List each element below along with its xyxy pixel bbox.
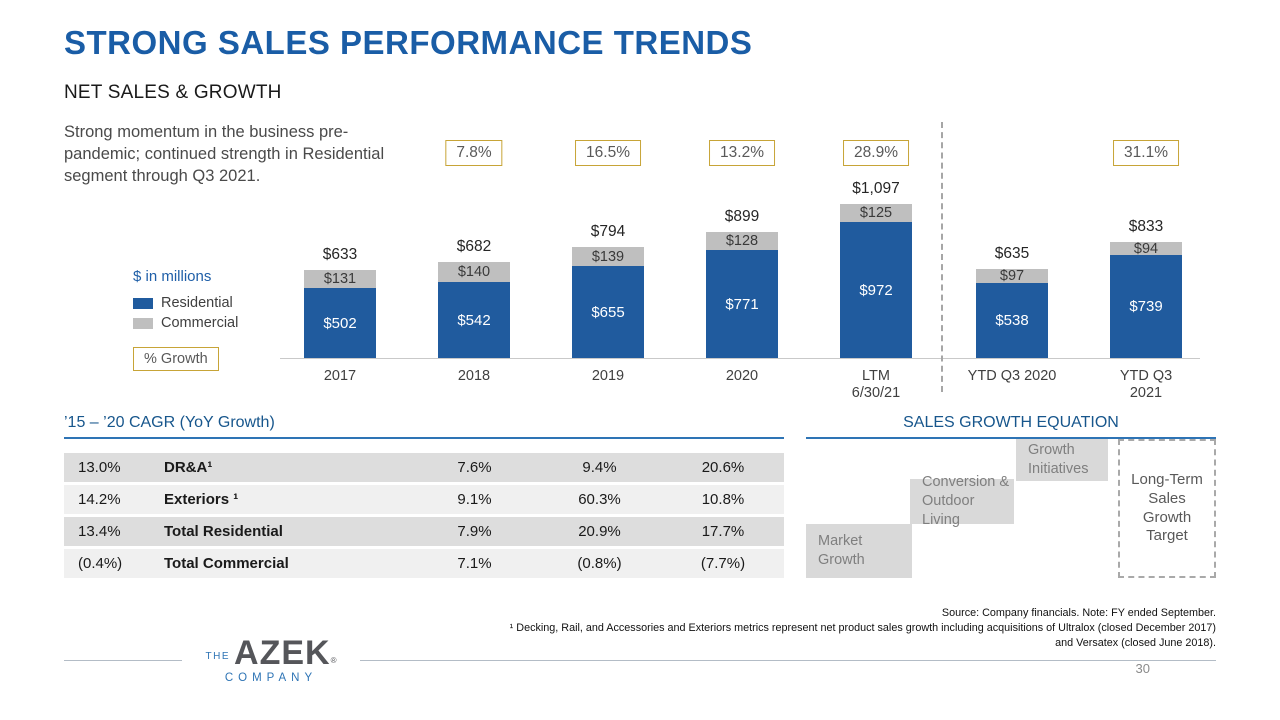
- growth-equation-heading: SALES GROWTH EQUATION: [903, 414, 1119, 431]
- bar-commercial-segment: $131: [304, 270, 376, 288]
- growth-step-box: Market Growth: [806, 524, 912, 578]
- cagr-heading-rule: [64, 437, 784, 439]
- legend-item-commercial: Commercial: [133, 313, 283, 333]
- bar-commercial-segment: $128: [706, 232, 778, 250]
- bar-total-label: $682: [456, 238, 492, 255]
- axis-category-label: YTD Q3 2021: [1119, 368, 1173, 402]
- growth-percent-badge: 7.8%: [445, 140, 503, 166]
- bar-total-label: $1,097: [852, 180, 900, 197]
- bar-total-label: $833: [1128, 218, 1164, 235]
- residential-swatch: [133, 297, 153, 309]
- bar-total-label: $794: [590, 223, 626, 240]
- bar-total-label: $635: [994, 245, 1030, 262]
- bar-commercial-segment: $94: [1110, 241, 1182, 257]
- growth-percent-badge: 16.5%: [575, 140, 641, 166]
- legend-label-residential: Residential: [161, 295, 233, 311]
- growth-value-cell: 20.6%: [701, 459, 745, 476]
- bar-residential-segment: $972: [840, 222, 912, 358]
- growth-percent-badge: 28.9%: [843, 140, 909, 166]
- segment-label-cell: Exteriors ¹: [164, 491, 239, 508]
- segment-label-cell: DR&A¹: [164, 459, 213, 476]
- footer-divider: [64, 660, 1216, 661]
- growth-value-cell: 7.6%: [457, 459, 492, 476]
- cagr-value-cell: (0.4%): [78, 555, 123, 572]
- chart-baseline: [280, 358, 1200, 359]
- growth-value-cell: 17.7%: [701, 523, 745, 540]
- cagr-table-row: 14.2% Exteriors ¹ 9.1% 60.3% 10.8%: [64, 485, 784, 514]
- azek-company-logo: THE AZEK ® COMPANY: [182, 634, 360, 688]
- source-note: Source: Company financials. Note: FY end…: [941, 607, 1216, 619]
- logo-the-text: THE: [205, 651, 231, 662]
- growth-value-cell: 9.1%: [457, 491, 492, 508]
- cagr-value-cell: 13.0%: [78, 459, 121, 476]
- logo-company-text: COMPANY: [224, 672, 318, 684]
- cagr-table-row: 13.4% Total Residential 7.9% 20.9% 17.7%: [64, 517, 784, 546]
- growth-percent-badge: 31.1%: [1113, 140, 1179, 166]
- growth-legend-box: % Growth: [133, 347, 219, 371]
- logo-azek-text: AZEK: [234, 634, 331, 672]
- cagr-value-cell: 14.2%: [78, 491, 121, 508]
- ltm-ytd-dashed-divider: [941, 122, 943, 392]
- growth-value-cell: (0.8%): [577, 555, 622, 572]
- growth-value-cell: 60.3%: [578, 491, 621, 508]
- bar-commercial-segment: $140: [438, 262, 510, 282]
- bar-residential-segment: $538: [976, 283, 1048, 358]
- growth-value-cell: 7.9%: [457, 523, 492, 540]
- growth-step-box: Growth Initiatives: [1016, 439, 1108, 481]
- bar-total-label: $633: [322, 246, 358, 263]
- bar-residential-segment: $771: [706, 250, 778, 358]
- axis-category-label: LTM 6/30/21: [851, 368, 901, 402]
- bar-residential-segment: $502: [304, 288, 376, 358]
- growth-value-cell: 10.8%: [701, 491, 745, 508]
- segment-label-cell: Total Residential: [164, 523, 283, 540]
- bar-residential-segment: $739: [1110, 255, 1182, 358]
- commentary-text: Strong momentum in the business pre- pan…: [64, 123, 385, 185]
- growth-equation-rule: [806, 437, 1216, 439]
- units-label: $ in millions: [133, 268, 212, 285]
- chart-legend: $ in millions Residential Commercial % G…: [133, 268, 283, 371]
- growth-value-cell: 20.9%: [578, 523, 621, 540]
- cagr-table-row: (0.4%) Total Commercial 7.1% (0.8%) (7.7%): [64, 549, 784, 578]
- bar-residential-segment: $655: [572, 266, 644, 358]
- growth-step-box: Conversion & Outdoor Living: [910, 474, 1014, 528]
- growth-value-cell: (7.7%): [700, 555, 746, 572]
- bar-residential-segment: $542: [438, 282, 510, 358]
- footnote-1: ¹ Decking, Rail, and Accessories and Ext…: [509, 622, 1216, 650]
- axis-category-label: 2017: [323, 368, 357, 384]
- cagr-table-heading: ’15 – ’20 CAGR (YoY Growth): [64, 414, 275, 431]
- cagr-table-row: 13.0% DR&A¹ 7.6% 9.4% 20.6%: [64, 453, 784, 482]
- bar-commercial-segment: $97: [976, 268, 1048, 284]
- net-sales-chart: $502 $131 $633 2017 $542 $140 $682 2018 7.8% $655…: [280, 118, 1200, 408]
- commercial-swatch: [133, 317, 153, 329]
- segment-label-cell: Total Commercial: [164, 555, 289, 572]
- chart-title: NET SALES & GROWTH: [64, 82, 282, 103]
- axis-category-label: YTD Q3 2020: [967, 368, 1057, 384]
- cagr-table: 13.0% DR&A¹ 7.6% 9.4% 20.6% 14.2% Exteriors ¹ 9…: [64, 453, 784, 581]
- bar-commercial-segment: $125: [840, 204, 912, 222]
- axis-category-label: 2019: [591, 368, 625, 384]
- legend-label-commercial: Commercial: [161, 315, 239, 331]
- legend-item-residential: Residential: [133, 293, 283, 313]
- growth-percent-badge: 13.2%: [709, 140, 775, 166]
- bar-total-label: $899: [724, 208, 760, 225]
- cagr-value-cell: 13.4%: [78, 523, 121, 540]
- long-term-target-box: Long-Term Sales Growth Target: [1118, 439, 1216, 578]
- page-number: 30: [1135, 661, 1150, 676]
- bar-commercial-segment: $139: [572, 247, 644, 266]
- growth-value-cell: 7.1%: [457, 555, 492, 572]
- logo-registered-mark: ®: [330, 656, 337, 665]
- slide-title: STRONG SALES PERFORMANCE TRENDS: [64, 24, 753, 61]
- footnotes: Source: Company financials. Note: FY end…: [500, 606, 1216, 651]
- axis-category-label: 2020: [725, 368, 759, 384]
- axis-category-label: 2018: [457, 368, 491, 384]
- growth-value-cell: 9.4%: [582, 459, 617, 476]
